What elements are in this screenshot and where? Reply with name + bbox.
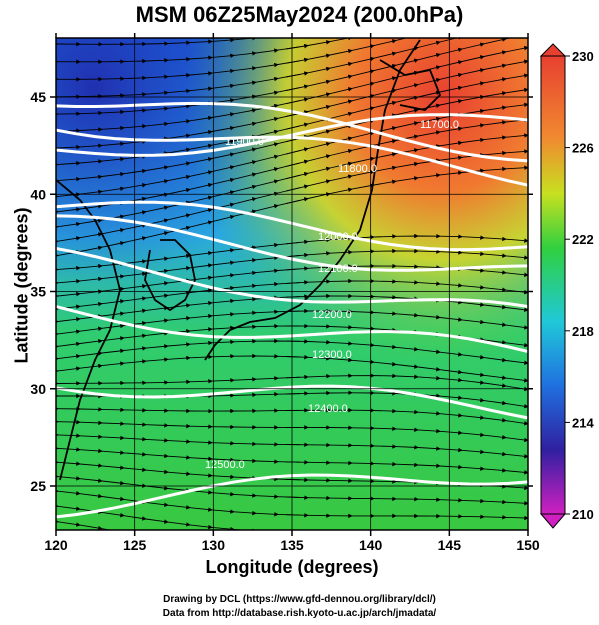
y-axis-ticks: 25 30 35 40 45 bbox=[30, 89, 533, 494]
streamline bbox=[285, 495, 528, 506]
contour-label: 12100.0 bbox=[318, 263, 358, 275]
contour-label: 11700.0 bbox=[420, 119, 459, 131]
streamline bbox=[56, 46, 301, 65]
colorbar-labels: 230 226 222 218 214 210 bbox=[565, 49, 594, 522]
y-tick-label: 35 bbox=[30, 284, 46, 300]
streamline bbox=[285, 233, 528, 245]
contour-label: 12400.0 bbox=[308, 403, 348, 415]
contour-label: 12200.0 bbox=[312, 309, 352, 321]
contour-label: 12300.0 bbox=[312, 349, 352, 361]
colorbar-tick-label: 226 bbox=[572, 141, 594, 156]
streamline bbox=[285, 407, 528, 426]
contour-label: 11800.0 bbox=[338, 163, 377, 175]
x-tick-label: 130 bbox=[202, 537, 226, 553]
y-tick-label: 30 bbox=[30, 381, 46, 397]
page-title: MSM 06Z25May2024 (200.0hPa) bbox=[135, 2, 464, 27]
x-tick-label: 145 bbox=[438, 537, 462, 553]
streamline bbox=[285, 459, 528, 475]
contour-label: 11900.0 bbox=[225, 136, 264, 148]
streamline bbox=[285, 165, 528, 205]
x-axis-ticks: 120 125 130 135 140 145 150 bbox=[44, 33, 540, 553]
coastline-china bbox=[56, 179, 121, 481]
colorbar-tick-label: 218 bbox=[572, 324, 594, 339]
y-tick-label: 40 bbox=[30, 186, 46, 202]
streamline bbox=[56, 38, 279, 47]
streamline bbox=[56, 353, 301, 374]
x-tick-label: 140 bbox=[359, 537, 383, 553]
streamline bbox=[285, 442, 528, 459]
map-plot-area: 11700.0 11800.0 11900.0 12000.0 12100.0 12200… bbox=[56, 0, 550, 551]
colorbar-tick-label: 210 bbox=[572, 507, 594, 522]
grid-lines bbox=[56, 38, 528, 530]
coastline-korea bbox=[144, 239, 196, 312]
y-tick-label: 45 bbox=[30, 89, 46, 105]
streamline bbox=[56, 432, 301, 447]
colorbar bbox=[540, 55, 566, 515]
colorbar-tick-label: 222 bbox=[572, 232, 594, 247]
y-axis-label: Latitude (degrees) bbox=[11, 207, 32, 364]
x-tick-label: 120 bbox=[44, 537, 68, 553]
streamline bbox=[56, 376, 301, 386]
streamline bbox=[286, 0, 550, 34]
streamline bbox=[56, 519, 279, 530]
x-tick-label: 125 bbox=[123, 537, 147, 553]
colorbar-top-arrow bbox=[539, 43, 567, 57]
colorbar-tick-label: 214 bbox=[572, 415, 594, 430]
colorbar-bottom-arrow bbox=[539, 513, 567, 529]
streamline bbox=[286, 547, 550, 551]
streamline bbox=[285, 512, 528, 521]
x-axis-label: Longitude (degrees) bbox=[205, 557, 379, 577]
streamline bbox=[285, 248, 528, 260]
streamline bbox=[304, 529, 528, 530]
credit-drawing: Drawing by DCL (https://www.gfd-dennou.o… bbox=[163, 594, 436, 605]
streamline bbox=[285, 373, 528, 392]
streamline bbox=[285, 278, 528, 295]
colorbar-tick-label: 230 bbox=[572, 49, 594, 64]
streamline bbox=[56, 419, 300, 430]
credit-data: Data from http://database.rish.kyoto-u.a… bbox=[162, 608, 437, 619]
contour-label: 12000.0 bbox=[318, 231, 358, 243]
coastline-hokkaido bbox=[379, 59, 442, 111]
contour-label: 12500.0 bbox=[205, 459, 245, 471]
streamline bbox=[56, 406, 301, 414]
x-tick-label: 150 bbox=[516, 537, 540, 553]
y-tick-label: 25 bbox=[30, 478, 46, 494]
x-tick-label: 135 bbox=[280, 537, 304, 553]
streamline bbox=[286, 425, 528, 443]
